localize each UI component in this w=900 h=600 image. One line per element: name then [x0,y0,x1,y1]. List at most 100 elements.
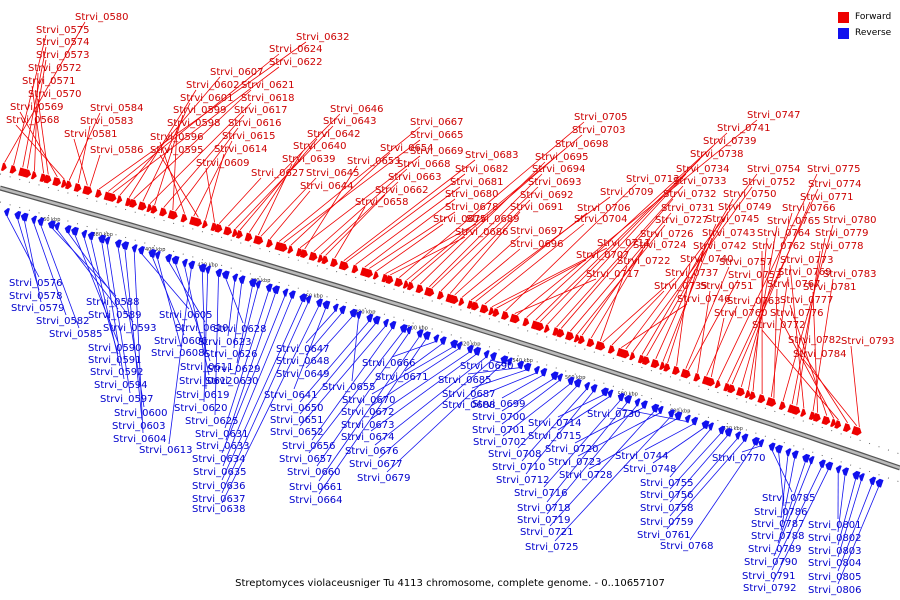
reverse-gene-label-7[interactable]: Strvi_0593 [103,323,157,334]
forward-gene-label-28[interactable]: Strvi_0614 [214,144,268,155]
reverse-gene-label-59[interactable]: Strvi_0679 [357,473,411,484]
forward-gene-label-92[interactable]: Strvi_0743 [702,228,756,239]
forward-gene-arrow-103[interactable] [736,387,746,397]
forward-gene-label-98[interactable]: Strvi_0763 [727,296,781,307]
reverse-gene-label-48[interactable]: Strvi_0660 [287,467,341,478]
forward-gene-label-6[interactable]: Strvi_0570 [28,89,82,100]
forward-gene-arrow-16[interactable] [116,195,123,204]
reverse-gene-label-11[interactable]: Strvi_0594 [94,380,148,391]
reverse-gene-label-29[interactable]: Strvi_0629 [207,364,261,375]
reverse-gene-label-51[interactable]: Strvi_0666 [362,358,416,369]
reverse-gene-label-58[interactable]: Strvi_0677 [349,459,403,470]
reverse-gene-label-8[interactable]: Strvi_0590 [88,343,142,354]
forward-gene-label-11[interactable]: Strvi_0581 [64,129,118,140]
reverse-gene-arrow-10[interactable] [87,231,95,241]
forward-gene-label-68[interactable]: Strvi_0711 [597,238,651,249]
reverse-gene-arrow-82[interactable] [690,416,699,426]
reverse-gene-arrow-28[interactable] [238,275,246,284]
reverse-gene-label-98[interactable]: Strvi_0792 [743,583,797,594]
reverse-gene-arrow-91[interactable] [767,442,776,452]
reverse-gene-label-95[interactable]: Strvi_0789 [748,544,802,555]
forward-gene-label-44[interactable]: Strvi_0663 [388,172,442,183]
forward-gene-label-10[interactable]: Strvi_0583 [80,116,134,127]
forward-gene-arrow-94[interactable] [671,365,681,376]
reverse-gene-arrow-104[interactable] [874,478,884,488]
reverse-gene-label-83[interactable]: Strvi_0748 [623,464,677,475]
forward-gene-label-84[interactable]: Strvi_0737 [665,268,719,279]
forward-gene-label-99[interactable]: Strvi_0760 [714,308,768,319]
forward-gene-arrow-48[interactable] [342,262,350,271]
reverse-gene-label-65[interactable]: Strvi_0700 [472,412,526,423]
reverse-gene-arrow-50[interactable] [422,330,431,341]
reverse-gene-arrow-17[interactable] [147,248,157,258]
forward-gene-arrow-54[interactable] [385,275,395,285]
forward-gene-arrow-114[interactable] [812,412,822,423]
forward-gene-label-110[interactable]: Strvi_0779 [815,228,869,239]
reverse-gene-label-34[interactable]: Strvi_0635 [193,467,247,478]
forward-gene-arrow-67[interactable] [479,304,490,314]
forward-gene-arrow-6[interactable] [43,174,53,185]
forward-gene-label-47[interactable]: Strvi_0683 [465,150,519,161]
forward-gene-label-1[interactable]: Strvi_0575 [36,25,90,36]
reverse-gene-label-25[interactable]: Strvi_0625 [185,416,239,427]
reverse-gene-label-75[interactable]: Strvi_0719 [517,515,571,526]
forward-gene-label-82[interactable]: Strvi_0724 [633,240,687,251]
reverse-gene-label-76[interactable]: Strvi_0720 [545,444,599,455]
forward-gene-label-53[interactable]: Strvi_0689 [466,214,520,225]
forward-gene-label-26[interactable]: Strvi_0615 [222,131,276,142]
reverse-gene-arrow-59[interactable] [499,354,509,365]
reverse-gene-arrow-79[interactable] [667,408,676,418]
forward-gene-label-60[interactable]: Strvi_0693 [528,177,582,188]
reverse-gene-label-14[interactable]: Strvi_0603 [112,421,166,432]
reverse-gene-label-17[interactable]: Strvi_0606 [154,336,208,347]
forward-gene-arrow-81[interactable] [577,335,586,344]
forward-gene-arrow-49[interactable] [351,264,359,274]
forward-gene-arrow-40[interactable] [287,245,294,254]
forward-gene-arrow-42[interactable] [300,249,309,259]
forward-gene-label-48[interactable]: Strvi_0682 [455,164,509,175]
reverse-gene-arrow-3[interactable] [30,215,38,224]
forward-gene-label-49[interactable]: Strvi_0681 [450,177,504,188]
reverse-gene-arrow-96[interactable] [807,455,815,465]
forward-gene-arrow-0[interactable] [0,162,8,172]
forward-gene-label-102[interactable]: Strvi_0771 [800,192,854,203]
reverse-gene-label-4[interactable]: Strvi_0585 [49,329,103,340]
reverse-gene-arrow-84[interactable] [707,421,715,431]
reverse-gene-label-74[interactable]: Strvi_0718 [517,503,571,514]
forward-gene-label-57[interactable]: Strvi_0698 [555,139,609,150]
forward-gene-arrow-55[interactable] [394,277,404,288]
forward-gene-label-59[interactable]: Strvi_0694 [532,164,586,175]
forward-gene-label-46[interactable]: Strvi_0658 [355,197,409,208]
reverse-gene-label-22[interactable]: Strvi_0613 [139,445,193,456]
forward-gene-label-64[interactable]: Strvi_0696 [510,239,564,250]
reverse-gene-arrow-83[interactable] [700,419,710,430]
forward-gene-label-32[interactable]: Strvi_0643 [323,116,377,127]
reverse-gene-arrow-101[interactable] [851,470,861,480]
forward-gene-arrow-69[interactable] [492,308,500,317]
reverse-gene-arrow-18[interactable] [154,250,161,260]
forward-gene-label-67[interactable]: Strvi_0704 [574,214,628,225]
reverse-gene-arrow-58[interactable] [489,351,498,361]
reverse-gene-label-60[interactable]: Strvi_0690 [460,361,514,372]
forward-gene-label-73[interactable]: Strvi_0741 [717,123,771,134]
reverse-gene-label-96[interactable]: Strvi_0790 [744,557,798,568]
forward-gene-label-63[interactable]: Strvi_0697 [510,226,564,237]
forward-gene-arrow-27[interactable] [193,217,203,228]
reverse-gene-label-104[interactable]: Strvi_0806 [808,585,862,596]
reverse-gene-label-43[interactable]: Strvi_0650 [270,403,324,414]
reverse-gene-arrow-76[interactable] [640,399,648,409]
forward-gene-label-30[interactable]: Strvi_0627 [251,168,305,179]
reverse-gene-arrow-75[interactable] [633,397,641,407]
reverse-gene-arrow-29[interactable] [248,278,257,288]
forward-gene-arrow-78[interactable] [556,328,565,339]
reverse-gene-arrow-71[interactable] [600,387,609,397]
reverse-gene-label-87[interactable]: Strvi_0759 [640,517,694,528]
reverse-gene-label-37[interactable]: Strvi_0638 [192,504,246,515]
reverse-gene-arrow-48[interactable] [405,325,413,335]
forward-gene-label-114[interactable]: Strvi_0781 [803,282,857,293]
reverse-gene-label-66[interactable]: Strvi_0701 [472,425,526,436]
reverse-gene-label-57[interactable]: Strvi_0676 [345,446,399,457]
forward-gene-label-72[interactable]: Strvi_0747 [747,110,801,121]
reverse-gene-arrow-67[interactable] [566,376,575,386]
forward-gene-label-3[interactable]: Strvi_0573 [36,50,90,61]
